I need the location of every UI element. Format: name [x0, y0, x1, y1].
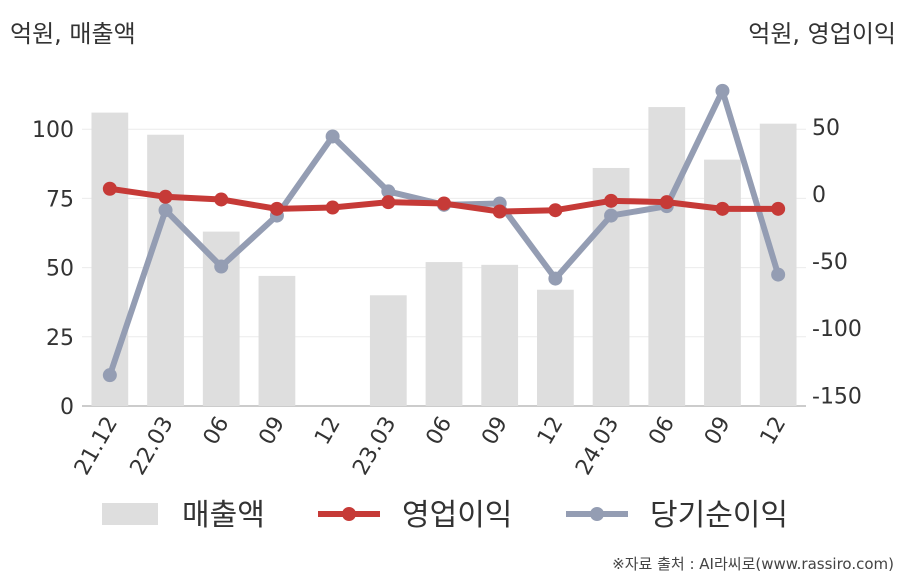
net-income-point — [158, 203, 173, 218]
x-tick-label: 12 — [756, 413, 792, 450]
legend-swatch-revenue — [102, 503, 158, 525]
revenue-bar — [537, 289, 574, 406]
net-income-point — [548, 271, 563, 286]
legend-label-net: 당기순이익 — [650, 498, 788, 533]
x-tick-label: 22.03 — [126, 413, 179, 480]
left-tick-label: 0 — [60, 395, 74, 420]
right-tick-label: -150 — [812, 384, 862, 409]
legend: 매출액 영업이익 당기순이익 — [102, 498, 788, 533]
source-note: ※자료 출처 : AI라씨로(www.rassiro.com) — [612, 555, 894, 573]
left-tick-label: 50 — [46, 257, 74, 282]
net-income-point — [604, 208, 619, 223]
x-tick-label: 23.03 — [348, 413, 401, 480]
operating-profit-point — [548, 203, 563, 218]
net-income-point — [771, 267, 786, 282]
revenue-bar — [147, 134, 184, 406]
net-income-point — [381, 184, 396, 199]
x-tick-label: 06 — [199, 413, 235, 450]
x-tick-label: 21.12 — [70, 413, 123, 480]
x-tick-label: 24.03 — [571, 413, 624, 480]
left-tick-label: 25 — [46, 326, 74, 351]
right-axis-unit: 억원, 영업이익 — [748, 20, 896, 48]
operating-profit-point — [437, 196, 451, 211]
left-axis-unit: 억원, 매출액 — [10, 20, 136, 48]
operating-profit-point — [102, 181, 117, 196]
operating-profit-point — [269, 201, 284, 216]
revenue-bar — [369, 295, 407, 406]
revenue-bars — [91, 107, 797, 406]
legend-label-revenue: 매출액 — [182, 498, 265, 533]
operating-profit-point — [771, 201, 786, 216]
x-tick-label: 06 — [422, 413, 458, 450]
net-income-point — [715, 83, 730, 98]
operating-profit-point — [325, 200, 340, 215]
x-tick-label: 09 — [477, 413, 513, 450]
operating-profit-point — [715, 201, 730, 216]
legend-marker-net — [590, 507, 604, 521]
operating-profit-point — [604, 193, 619, 208]
operating-profit-point — [381, 195, 396, 210]
right-tick-label: 0 — [812, 183, 826, 208]
revenue-bar — [648, 107, 686, 406]
x-tick-label: 06 — [644, 413, 680, 450]
revenue-bar — [481, 264, 519, 406]
x-tick-label: 09 — [254, 413, 290, 450]
x-tick-label: 09 — [700, 413, 736, 450]
revenue-bar — [91, 112, 129, 406]
operating-profit-point — [158, 189, 173, 204]
x-tick-label: 12 — [310, 413, 346, 450]
revenue-bar — [704, 159, 741, 406]
left-tick-label: 100 — [32, 118, 74, 143]
left-tick-label: 75 — [46, 187, 74, 212]
right-tick-label: -100 — [812, 317, 862, 342]
operating-profit-point — [659, 195, 674, 210]
revenue-bar — [425, 262, 463, 406]
operating-profit-point — [492, 204, 507, 219]
series-lines — [102, 83, 786, 383]
operating-profit-point — [214, 192, 229, 207]
legend-marker-operating — [342, 507, 356, 521]
x-tick-label: 12 — [533, 413, 569, 450]
right-tick-label: -50 — [812, 250, 848, 275]
legend-label-operating: 영업이익 — [402, 498, 512, 533]
net-income-point — [102, 368, 117, 383]
right-tick-label: 50 — [812, 116, 840, 141]
net-income-point — [325, 129, 340, 144]
revenue-bar — [258, 275, 296, 406]
net-income-point — [214, 259, 229, 274]
